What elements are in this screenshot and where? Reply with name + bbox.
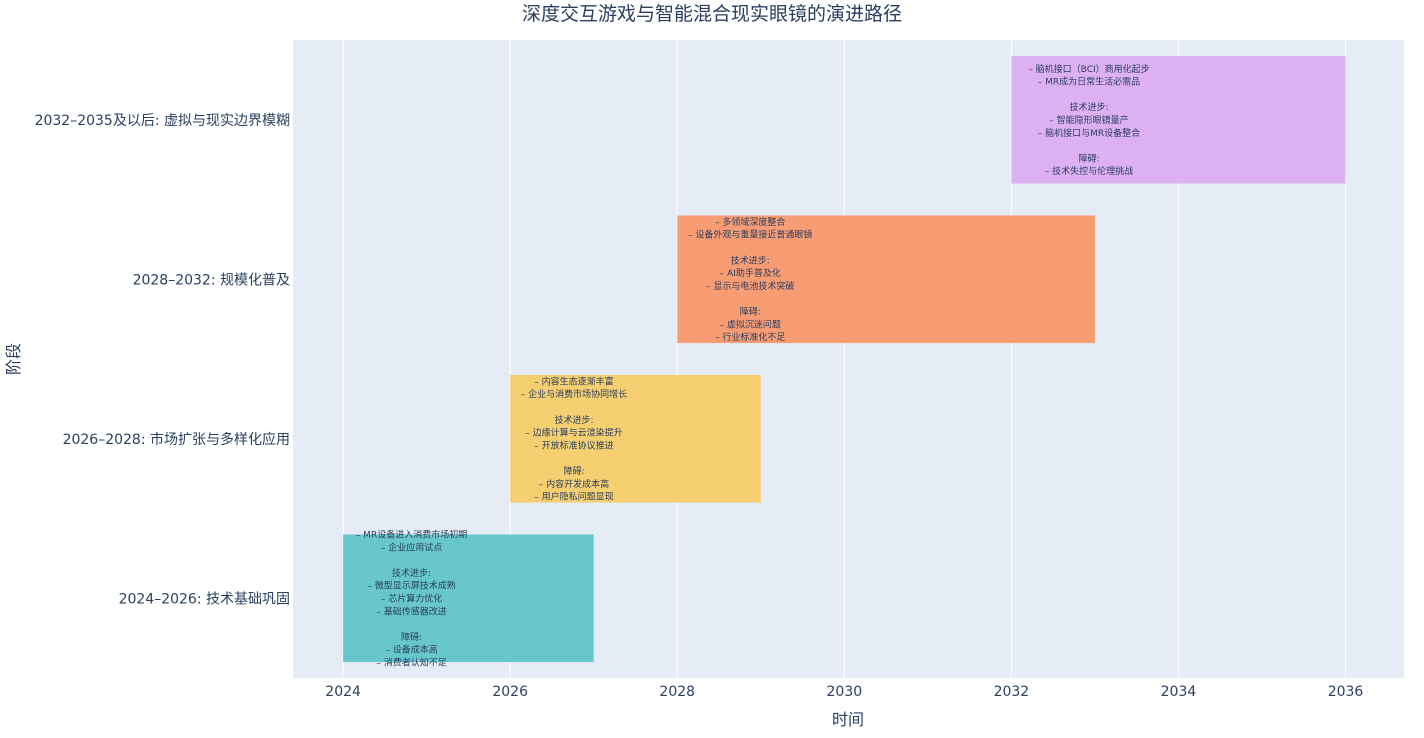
y-axis-title: 阶段 [4,343,23,375]
x-tick-label: 2028 [659,684,695,700]
x-tick-label: 2026 [492,684,528,700]
chart-title: 深度交互游戏与智能混合现实眼镜的演进路径 [522,3,902,25]
y-tick-label: 2028–2032: 规模化普及 [133,272,290,288]
timeline-bar [1011,55,1346,184]
x-tick-label: 2030 [827,684,863,700]
timeline-bar [343,534,594,663]
bar-label: – 脑机接口（BCI）商用化起步– MR成为日常生活必需品技术进步: – 智能隐形… [1028,63,1149,177]
bar-label: – MR设备进入消费市场初期– 企业应用试点技术进步: – 微型显示屏技术成熟– … [356,528,467,668]
x-tick-label: 2032 [994,684,1030,700]
y-tick-labels: 2024–2026: 技术基础巩固 2026–2028: 市场扩张与多样化应用 20… [35,113,290,608]
y-tick-label: 2024–2026: 技术基础巩固 [119,590,290,607]
x-axis-title: 时间 [832,710,864,729]
x-tick-label: 2036 [1328,684,1364,700]
x-tick-label: 2034 [1161,684,1197,700]
y-tick-label: 2032–2035及以后: 虚拟与现实边界模糊 [35,113,290,129]
timeline-bar [677,215,1095,344]
grid-lines [342,40,1347,678]
x-tick-label: 2024 [325,684,361,700]
bar-label: – 多领域深度整合– 设备外观与重量接近普通眼镜技术进步: – AI助手普及化– … [688,216,812,343]
bars: – MR设备进入消费市场初期– 企业应用试点技术进步: – 微型显示屏技术成熟– … [343,55,1346,668]
timeline-bar [510,374,761,503]
bar-label: – 内容生态逐渐丰富– 企业与消费市场协同增长技术进步: – 边缘计算与云渲染提升… [521,375,627,502]
y-tick-label: 2026–2028: 市场扩张与多样化应用 [63,431,290,448]
x-tick-labels: 2024 2026 2028 2030 2032 2034 2036 [325,684,1363,700]
